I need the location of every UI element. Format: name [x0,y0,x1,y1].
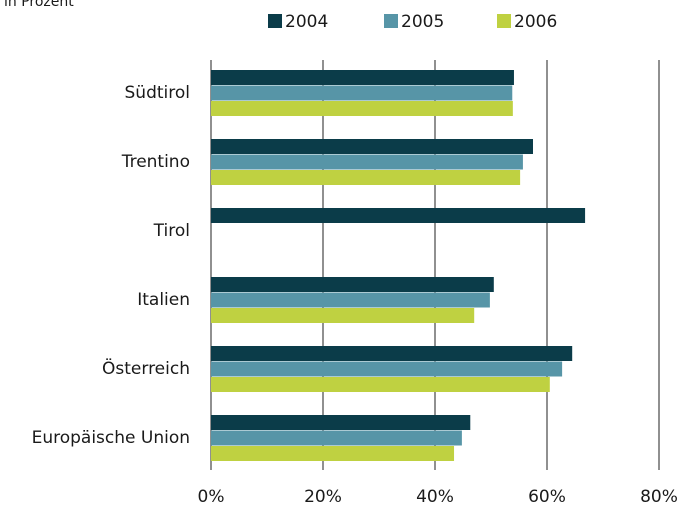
legend-label: 2005 [401,12,444,32]
legend-swatch [497,14,511,28]
bar [211,85,513,101]
y-tick-label: Österreich [102,357,190,379]
legend-swatch [268,14,282,28]
x-tick-label: 40% [416,487,454,507]
bar [211,277,494,292]
bar [211,361,563,377]
bar [211,101,513,116]
bar [211,154,523,170]
y-tick-label: Europäische Union [32,428,190,448]
legend-label: 2004 [285,12,328,32]
y-tick-label: Südtirol [125,83,191,103]
y-tick-label: Trentino [121,152,190,172]
x-tick-label: 20% [304,487,342,507]
bar [211,446,455,461]
x-tick-label: 60% [528,487,566,507]
bar [211,377,550,392]
bar [211,415,471,430]
bar [211,70,514,85]
bar [211,170,521,185]
bar [211,308,475,323]
bar [211,430,462,446]
legend-swatch [384,14,398,28]
x-tick-label: 0% [198,487,225,507]
bar [211,208,586,223]
chart-subtitle: in Prozent [4,0,74,10]
bar [211,292,490,308]
y-tick-label: Tirol [153,221,190,241]
bar [211,139,533,154]
y-tick-label: Italien [137,290,190,310]
x-tick-label: 80% [640,487,678,507]
legend-label: 2006 [514,12,557,32]
bar [211,346,573,361]
